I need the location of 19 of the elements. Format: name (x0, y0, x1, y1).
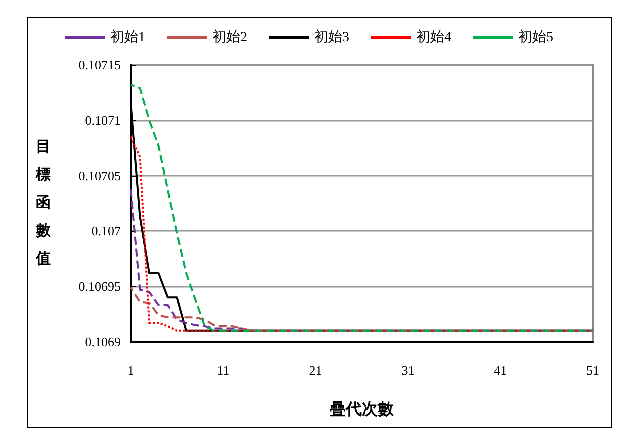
legend-label: 初始3 (314, 30, 350, 46)
legend-label: 初始5 (518, 30, 554, 46)
x-tick-label: 31 (402, 363, 415, 378)
y-tick-label: 0.1071 (85, 112, 121, 128)
x-axis-title: 疊代次數 (330, 400, 395, 418)
x-tick-label: 1 (128, 363, 134, 378)
y-tick-label: 0.10715 (78, 58, 121, 72)
legend-label: 初始2 (212, 30, 248, 46)
legend-label: 初始1 (110, 30, 146, 46)
y-axis-title: 目標函數值 (35, 140, 52, 268)
x-tick-label: 51 (586, 363, 600, 378)
y-tick-label: 0.1069 (85, 334, 121, 350)
y-tick-label: 0.107 (92, 224, 122, 239)
x-tick-label: 41 (494, 363, 508, 378)
y-tick-label: 0.10705 (78, 168, 121, 184)
y-tick-label: 0.10695 (78, 279, 121, 294)
x-tick-label: 11 (217, 363, 230, 378)
x-tick-label: 21 (309, 363, 322, 378)
legend-label: 初始4 (416, 30, 452, 46)
